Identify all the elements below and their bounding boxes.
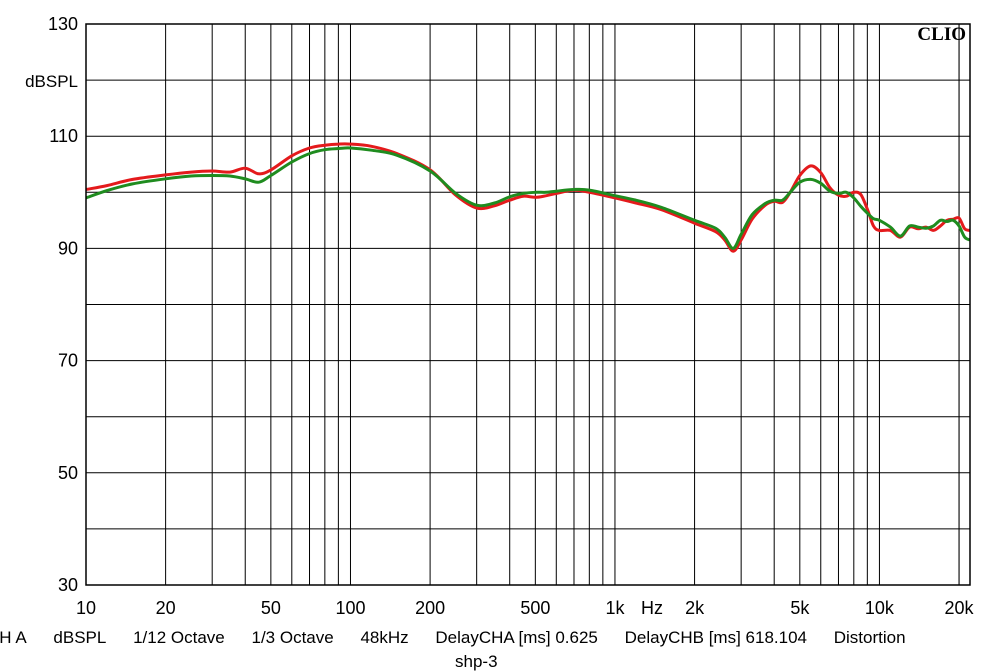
y-tick-label: 50 (58, 463, 78, 483)
y-tick-label: 90 (58, 238, 78, 258)
smoothing-label: 1/12 Octave (133, 628, 225, 647)
plot-grid (86, 23, 970, 586)
distortion-label: Distortion (833, 628, 906, 647)
x-tick-label: 50 (261, 598, 281, 618)
x-tick-label: 1k (605, 598, 625, 618)
y-tick-label: 130 (48, 14, 78, 34)
x-tick-label: 10k (865, 598, 895, 618)
x-tick-label: 20k (945, 598, 975, 618)
measurement-info-bar: CH A dBSPL 1/12 Octave 1/3 Octave 48kHz … (0, 628, 992, 648)
x-tick-label: 5k (790, 598, 810, 618)
plot-series (85, 142, 971, 253)
delay-cha-label: DelayCHA [ms] 0.625 (435, 628, 598, 647)
brand-label: CLIO (917, 24, 966, 45)
y-axis-label: dBSPL (25, 72, 78, 91)
y-tick-label: 70 (58, 351, 78, 371)
x-tick-label: 20 (156, 598, 176, 618)
delay-chb-label: DelayCHB [ms] 618.104 (624, 628, 807, 647)
unit-label: dBSPL (53, 628, 107, 647)
y-tick-label: 30 (58, 575, 78, 595)
x-tick-label: 10 (76, 598, 96, 618)
x-axis-unit-label: Hz (641, 598, 663, 618)
channel-label: CH A (0, 628, 27, 647)
measurement-name: shp-3 (455, 652, 498, 671)
x-tick-label: 500 (520, 598, 550, 618)
x-tick-label: 200 (415, 598, 445, 618)
y-tick-label: 110 (49, 126, 78, 146)
axis-labels: 30 50 70 90 110 130 dBSPL 10 20 50 100 200 500 1k 2k 5k… (25, 14, 974, 618)
x-tick-label: 2k (685, 598, 705, 618)
resolution-label: 1/3 Octave (251, 628, 334, 647)
series-line-2 (85, 146, 971, 250)
sample-rate-label: 48kHz (360, 628, 409, 647)
frequency-response-chart: 30 50 70 90 110 130 dBSPL 10 20 50 100 200 500 1k 2k 5k… (25, 14, 974, 618)
plot-frame (85, 23, 971, 586)
series-line-1 (85, 142, 971, 253)
x-tick-label: 100 (335, 598, 365, 618)
